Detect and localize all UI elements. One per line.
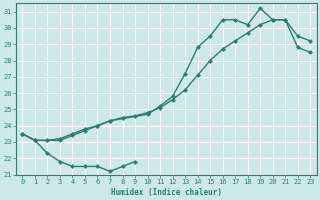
X-axis label: Humidex (Indice chaleur): Humidex (Indice chaleur) xyxy=(111,188,222,197)
